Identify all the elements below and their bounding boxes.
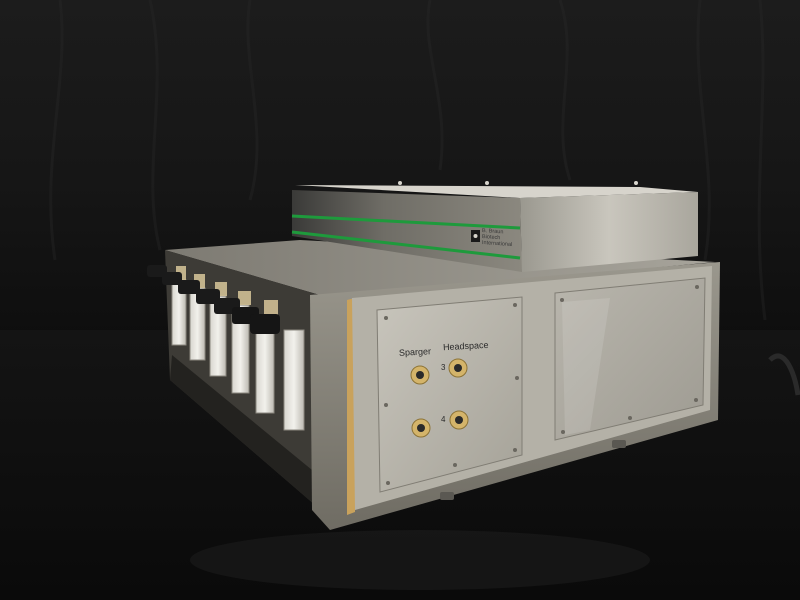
right-sub-panel xyxy=(554,277,706,441)
sparger-label: Sparger xyxy=(398,346,432,358)
top-controller-unit xyxy=(291,181,698,272)
green-stripe-lower xyxy=(291,230,521,260)
gas-ports xyxy=(410,358,469,438)
table-reflection xyxy=(190,530,650,590)
green-stripe-upper xyxy=(291,214,521,230)
left-sub-panel xyxy=(376,296,523,493)
chassis-left-base xyxy=(170,355,315,505)
flow-meter-bank xyxy=(171,279,305,431)
brand-text: B. Braun Biotech International xyxy=(482,228,512,248)
panel-screws xyxy=(384,285,699,485)
chassis-feet xyxy=(440,440,626,500)
cloth-folds xyxy=(49,0,767,321)
chassis-top xyxy=(165,240,715,298)
row-number-3: 3 xyxy=(441,363,446,372)
panel-reflection xyxy=(562,298,610,435)
valve-knobs xyxy=(147,265,280,334)
power-cable xyxy=(768,353,800,396)
row-number-4: 4 xyxy=(441,415,446,424)
